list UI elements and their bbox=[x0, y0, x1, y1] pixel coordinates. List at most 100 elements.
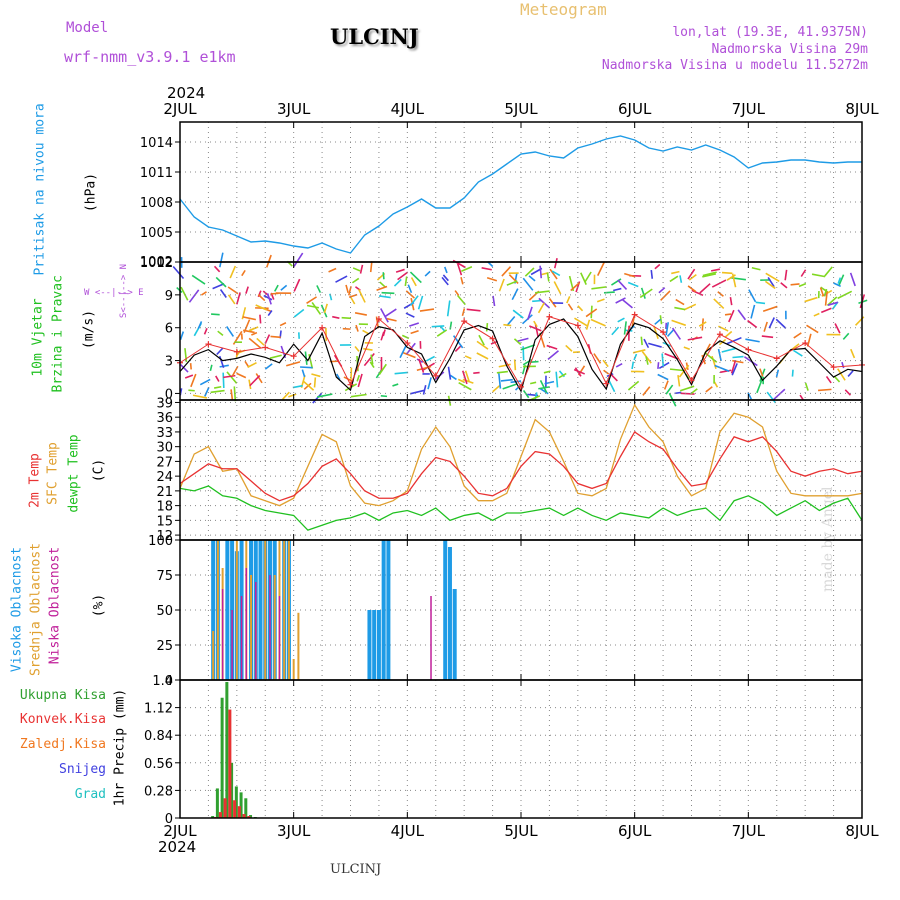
wind-barb bbox=[817, 388, 832, 392]
wind-barb bbox=[761, 335, 774, 339]
gust-marker bbox=[432, 372, 439, 379]
wind-barb bbox=[553, 281, 562, 295]
wind-barb bbox=[654, 318, 662, 325]
wind-barb bbox=[336, 373, 341, 380]
cloud-bar-mid bbox=[216, 540, 219, 680]
wind-barb bbox=[522, 277, 534, 291]
wind-barb bbox=[551, 270, 561, 277]
wind-barb bbox=[597, 261, 606, 276]
wind-barb bbox=[584, 271, 592, 283]
wind-barb bbox=[311, 301, 322, 315]
wind-barb bbox=[369, 361, 375, 369]
wind-barb bbox=[585, 319, 591, 330]
wind-barb bbox=[842, 332, 850, 340]
gust-marker bbox=[262, 344, 269, 351]
wind-barb bbox=[643, 338, 650, 349]
wind-barb bbox=[699, 283, 711, 294]
cloud-bar-high bbox=[447, 547, 452, 680]
wind-barb bbox=[425, 355, 435, 362]
wind-barb bbox=[311, 373, 321, 378]
wind-barb bbox=[350, 297, 356, 305]
wind-barb bbox=[766, 391, 777, 404]
wind-barb bbox=[837, 277, 842, 284]
coords-label: lon,lat (19.3E, 41.9375N) bbox=[672, 25, 868, 40]
wind-barb bbox=[486, 276, 498, 282]
wind-barb bbox=[215, 375, 220, 382]
wind-barb bbox=[729, 297, 733, 306]
wind-barb bbox=[732, 355, 744, 359]
wind-barb bbox=[702, 273, 717, 278]
wind-barb bbox=[567, 303, 574, 311]
wind-barb bbox=[274, 284, 279, 292]
y-tick-label: 0 bbox=[165, 387, 173, 402]
wind-barb bbox=[418, 358, 425, 373]
wind-barb bbox=[765, 272, 780, 282]
wind-barb bbox=[654, 263, 661, 270]
wind-barb bbox=[615, 297, 626, 304]
precip-bar-conv bbox=[223, 798, 227, 818]
cloud-bar-low bbox=[278, 596, 281, 680]
wind-barb bbox=[352, 267, 361, 272]
gust-marker bbox=[404, 340, 411, 347]
wind-barb bbox=[249, 374, 261, 387]
cloud-bar-high bbox=[443, 540, 448, 680]
precip-bar-total bbox=[234, 786, 238, 818]
year-bottom: 2024 bbox=[158, 838, 197, 856]
wind-barb bbox=[669, 275, 679, 283]
wind-barb bbox=[255, 373, 263, 384]
wind-barb bbox=[613, 287, 622, 292]
wind-barb bbox=[513, 359, 517, 371]
wind-barb bbox=[313, 377, 317, 388]
precip-legend-total: Ukupna Kisa bbox=[19, 688, 106, 703]
cloud-bar-low bbox=[269, 575, 271, 680]
wind-barb bbox=[212, 283, 225, 290]
wind-barb bbox=[743, 356, 758, 367]
wind-barb bbox=[184, 374, 194, 379]
wind-barb bbox=[229, 265, 237, 279]
wind-barb bbox=[747, 319, 758, 329]
wind-barb bbox=[478, 334, 485, 346]
wind-barb bbox=[498, 278, 505, 292]
wind-barb bbox=[385, 308, 397, 317]
cloud-bar-low bbox=[430, 596, 432, 680]
wind-barb bbox=[199, 378, 211, 386]
wind-barb bbox=[517, 337, 529, 342]
wind-barb bbox=[464, 355, 472, 360]
wind-barb bbox=[219, 364, 229, 368]
cloud-bar-mid bbox=[283, 540, 286, 680]
wind-barb bbox=[454, 345, 462, 353]
wind-barb bbox=[380, 308, 389, 323]
y-tick-label: 33 bbox=[156, 426, 173, 441]
wind-barb bbox=[379, 281, 387, 288]
wind-barb bbox=[211, 313, 220, 316]
wind-barb bbox=[520, 344, 536, 351]
wind-barb bbox=[498, 373, 502, 389]
wind-barb bbox=[698, 321, 707, 327]
wind-barb bbox=[218, 355, 225, 368]
x-day-label-top: 5JUL bbox=[504, 100, 538, 118]
wind-barb bbox=[219, 252, 224, 268]
wind-barb bbox=[356, 374, 361, 382]
wind-barb bbox=[328, 267, 337, 273]
cloud-bar-high bbox=[452, 589, 457, 680]
wind-barb bbox=[665, 384, 674, 395]
wind-barb bbox=[359, 264, 364, 274]
wind-barb bbox=[386, 317, 397, 322]
wind-barb bbox=[611, 278, 622, 286]
wind-barb bbox=[687, 336, 703, 341]
wind-barb bbox=[669, 368, 684, 372]
wind-barb bbox=[671, 319, 687, 327]
wind-barb bbox=[633, 353, 638, 361]
wind-barb bbox=[834, 323, 841, 334]
wind-barb bbox=[407, 284, 413, 294]
wind-barb bbox=[574, 317, 589, 328]
wind-barb bbox=[267, 310, 273, 317]
y-tick-label: 1.12 bbox=[144, 702, 173, 717]
wind-barb bbox=[457, 378, 465, 383]
precip-bar-conv bbox=[242, 814, 246, 818]
wind-barb bbox=[269, 354, 282, 359]
wind-barb bbox=[216, 347, 224, 356]
wind-barb bbox=[603, 291, 615, 294]
wind-barb bbox=[230, 389, 234, 400]
wind-barb bbox=[657, 362, 660, 369]
